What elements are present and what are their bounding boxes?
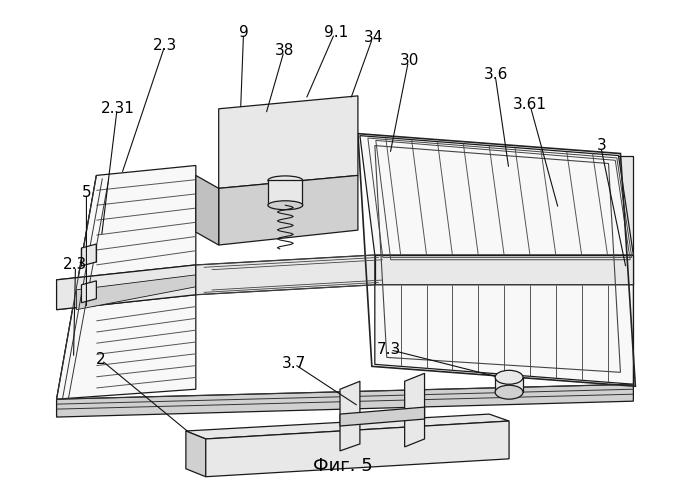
Polygon shape (82, 281, 97, 302)
Text: 38: 38 (275, 42, 295, 58)
Polygon shape (57, 384, 634, 417)
Text: 30: 30 (399, 52, 419, 68)
Polygon shape (375, 255, 634, 285)
Polygon shape (57, 176, 97, 417)
Polygon shape (57, 265, 196, 310)
Polygon shape (340, 407, 425, 426)
Polygon shape (196, 255, 375, 294)
Text: 5: 5 (82, 186, 92, 200)
Polygon shape (340, 382, 360, 451)
Ellipse shape (495, 385, 523, 399)
Text: 3.6: 3.6 (484, 68, 508, 82)
Text: 3: 3 (597, 138, 606, 153)
Polygon shape (186, 431, 206, 476)
Ellipse shape (268, 201, 303, 209)
Polygon shape (619, 156, 634, 386)
Text: 9: 9 (239, 24, 249, 40)
Text: 2.31: 2.31 (101, 101, 135, 116)
Text: 2.3: 2.3 (63, 258, 88, 272)
Polygon shape (360, 136, 634, 255)
Polygon shape (77, 275, 196, 310)
Text: 34: 34 (364, 30, 383, 44)
Polygon shape (405, 374, 425, 447)
Text: 3.61: 3.61 (513, 98, 547, 112)
Polygon shape (375, 285, 634, 384)
Polygon shape (82, 244, 97, 266)
Text: Фиг. 5: Фиг. 5 (312, 457, 373, 475)
Polygon shape (196, 176, 219, 245)
Text: 9.1: 9.1 (323, 24, 348, 40)
Polygon shape (186, 414, 509, 439)
Polygon shape (219, 176, 358, 245)
Text: 2: 2 (96, 352, 105, 367)
Polygon shape (269, 180, 302, 205)
Ellipse shape (268, 176, 303, 185)
Text: 2.3: 2.3 (153, 38, 177, 52)
Polygon shape (495, 378, 523, 392)
Text: 3.7: 3.7 (282, 356, 306, 371)
Polygon shape (57, 166, 196, 399)
Polygon shape (219, 96, 358, 188)
Polygon shape (206, 421, 509, 476)
Ellipse shape (495, 370, 523, 384)
Text: 7.3: 7.3 (377, 342, 401, 357)
